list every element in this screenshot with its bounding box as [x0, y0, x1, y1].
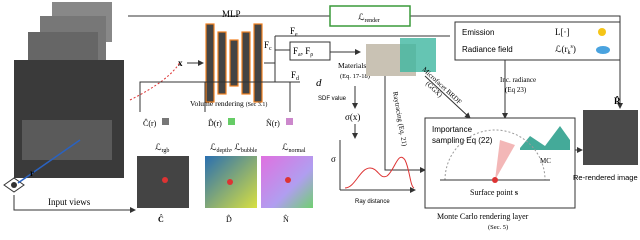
arrow: [13, 195, 136, 213]
density-axis: σ: [331, 154, 336, 164]
volume-rendering: Volume rendering (Sec 3.1): [190, 99, 267, 108]
square: [162, 118, 169, 125]
emission-symbol: L[·]: [555, 27, 570, 37]
inc-radiance-eq: (Eq 23): [505, 86, 527, 94]
feature-box: [289, 41, 331, 61]
connector: [264, 35, 450, 83]
point: [285, 177, 291, 183]
arrow: [129, 61, 181, 101]
out-normal: N̂(r): [266, 117, 280, 128]
mc-caption: Monte Carlo rendering layer: [437, 212, 529, 221]
loss-box: [329, 5, 411, 27]
loss-render: ℒrender: [358, 12, 380, 24]
inc-radiance: Inc. radiance: [500, 76, 536, 84]
materials: Materials: [338, 61, 366, 70]
mlp: [205, 23, 263, 103]
density-curve: [344, 156, 415, 189]
diagram: r Input views ℒrender x MLP Fe Fc Fa, Fρ…: [3, 2, 638, 231]
surface-point: [492, 177, 498, 183]
arrow: [424, 75, 471, 119]
sampling: sampling Eq (22): [432, 136, 493, 145]
loss-depth: ℒdepth, ℒbubble: [210, 142, 257, 154]
map-normal: N̂: [283, 213, 289, 224]
feature-ar: Fa, Fρ: [293, 46, 313, 58]
connector: [139, 81, 300, 112]
density-x: Ray distance: [355, 199, 390, 205]
radiance: Radiance field: [462, 45, 513, 54]
out-depth: D̂(r): [208, 117, 222, 128]
mc-sec: (Sec. 5): [488, 224, 508, 231]
feature-e: Fe: [290, 26, 298, 38]
sdf-label: SDF value: [318, 96, 347, 102]
mc-graph: [520, 126, 570, 150]
axes: [339, 140, 415, 190]
raytracing: Raytracing (Eq. 21): [391, 91, 409, 148]
cloud-icon: [596, 46, 610, 54]
point: [227, 179, 233, 185]
emission-box: [454, 21, 621, 61]
emission: Emission: [462, 28, 494, 37]
bulb-icon: [598, 28, 606, 36]
out-color: Ĉ(r): [143, 118, 157, 128]
loss-normal: ℒnormal: [282, 142, 306, 154]
density-label: σ(x): [345, 112, 360, 122]
feature-d: Fd: [291, 70, 299, 82]
arrow: [128, 15, 623, 109]
feature-c: Fc: [264, 40, 272, 52]
radiance-symbol: ℒ(rks): [555, 44, 576, 56]
map-color: Ĉ: [158, 214, 164, 224]
eye-icon: [3, 177, 25, 193]
point: [162, 177, 168, 183]
input-label: Input views: [48, 197, 91, 207]
output-image: [583, 110, 638, 165]
sdf-symbol: d: [316, 77, 322, 89]
mc: MC: [540, 157, 551, 165]
map-depth: D̂: [226, 213, 232, 224]
output-label: Re-rendered image: [573, 173, 638, 182]
arrow: [384, 76, 426, 173]
surface-label: Surface point s: [470, 188, 518, 197]
square: [286, 118, 293, 125]
importance: Importance: [432, 125, 473, 134]
ray: [17, 139, 81, 184]
mlp-label: MLP: [222, 9, 241, 19]
material-image: [400, 38, 436, 72]
input-images: [14, 2, 124, 178]
square: [228, 118, 235, 125]
ray-label: r: [30, 168, 34, 178]
lobe: [495, 140, 515, 180]
output-symbol: R̂: [614, 96, 621, 106]
mlp-input: x: [178, 58, 183, 68]
loss-rgb: ℒrgb: [155, 142, 169, 154]
materials-eq: (Eq. 17-18): [340, 73, 370, 80]
